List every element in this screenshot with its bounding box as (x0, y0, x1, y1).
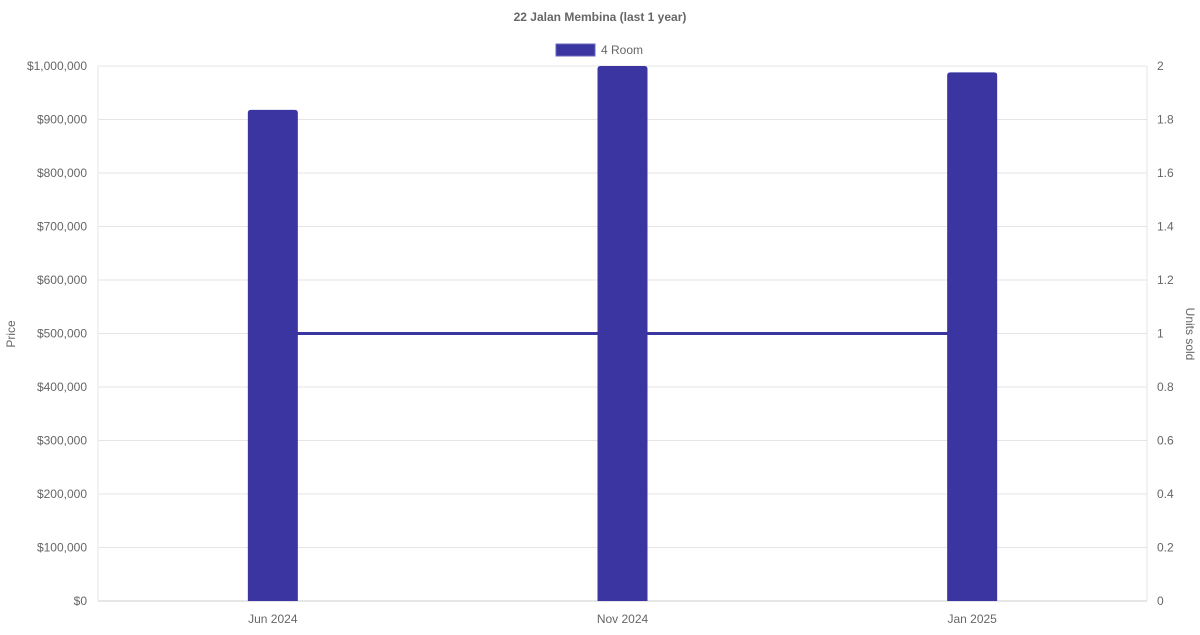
y2-axis-label: Units sold (1183, 308, 1197, 361)
y-tick-label: $1,000,000 (27, 59, 87, 73)
y2-tick-label: 0.4 (1157, 487, 1174, 501)
x-tick-label: Nov 2024 (597, 612, 649, 626)
y2-tick-label: 1.2 (1157, 273, 1174, 287)
legend-swatch (555, 43, 596, 57)
y2-tick-label: 0.8 (1157, 380, 1174, 394)
y-tick-label: $300,000 (37, 434, 87, 448)
y-tick-label: $200,000 (37, 487, 87, 501)
y2-tick-label: 0 (1157, 594, 1164, 608)
chart-title: 22 Jalan Membina (last 1 year) (514, 10, 687, 24)
y2-tick-label: 1 (1157, 327, 1164, 341)
y-tick-label: $900,000 (37, 113, 87, 127)
y-tick-label: $500,000 (37, 327, 87, 341)
x-tick-label: Jun 2024 (248, 612, 298, 626)
y-tick-label: $400,000 (37, 380, 87, 394)
y-axis-label: Price (4, 320, 18, 348)
y2-tick-label: 1.8 (1157, 113, 1174, 127)
y2-tick-label: 0.6 (1157, 434, 1174, 448)
legend[interactable]: 4 Room (555, 43, 643, 57)
legend-label: 4 Room (601, 43, 643, 57)
y-tick-label: $800,000 (37, 166, 87, 180)
bar (247, 109, 298, 602)
bar (947, 72, 998, 602)
x-tick-label: Jan 2025 (947, 612, 997, 626)
y2-tick-label: 0.2 (1157, 541, 1174, 555)
y-tick-label: $700,000 (37, 220, 87, 234)
y2-tick-label: 1.4 (1157, 220, 1174, 234)
y-tick-label: $600,000 (37, 273, 87, 287)
y-tick-label: $0 (74, 594, 88, 608)
bar (597, 66, 648, 601)
y2-tick-label: 1.6 (1157, 166, 1174, 180)
y2-tick-label: 2 (1157, 59, 1164, 73)
y-tick-label: $100,000 (37, 541, 87, 555)
